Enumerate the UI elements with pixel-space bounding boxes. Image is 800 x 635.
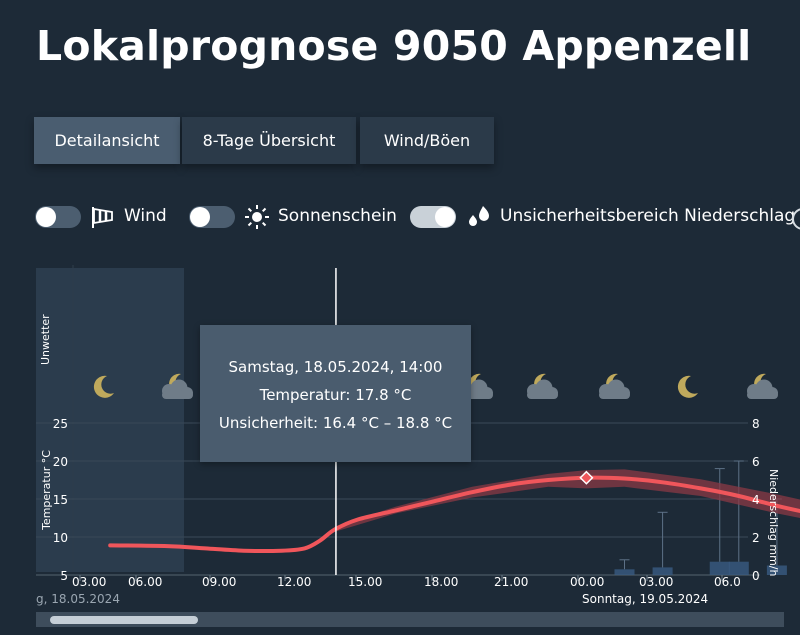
x-tick-label: 12.00 [277, 575, 311, 589]
date-label: g, 18.05.2024 [36, 592, 120, 606]
y2-tick-label: 4 [752, 493, 760, 507]
precip-bar [614, 569, 635, 575]
sun-icon [245, 205, 269, 229]
sunshine-toggle[interactable] [189, 206, 235, 228]
y-tick-label: 10 [53, 531, 68, 545]
temperature-line [108, 475, 800, 553]
chart-tooltip: Samstag, 18.05.2024, 14:00 Temperatur: 1… [200, 325, 471, 462]
moon-cloud-icon [527, 373, 558, 399]
unwetter-label: Unwetter [39, 314, 52, 365]
x-tick-label: 15.00 [348, 575, 382, 589]
precip-bar [728, 561, 749, 575]
wind-toggle[interactable] [35, 206, 81, 228]
x-tick-label: 00.00 [570, 575, 604, 589]
y2-tick-label: 0 [752, 569, 760, 583]
tab-wind-boeen[interactable]: Wind/Böen [360, 117, 494, 164]
raindrops-icon [469, 206, 489, 226]
y2-tick-label: 6 [752, 455, 760, 469]
y2-axis-title: Niederschlag mm/h [767, 469, 780, 576]
tab-detailansicht[interactable]: Detailansicht [34, 117, 180, 164]
moon-icon [677, 375, 698, 398]
precip-bar [652, 567, 673, 575]
x-tick-label: 09.00 [202, 575, 236, 589]
y2-tick-label: 2 [752, 531, 760, 545]
selected-point-marker [579, 470, 594, 485]
chart-options: Wind Sonnenschein Unsicherheitsbereich N… [0, 200, 800, 234]
toggle-knob [190, 207, 210, 227]
wind-toggle-label: Wind [124, 206, 167, 226]
uncertainty-toggle-label: Unsicherheitsbereich Niederschlag [500, 206, 796, 226]
moon-cloud-icon [747, 373, 778, 399]
sunshine-toggle-label: Sonnenschein [278, 206, 397, 226]
tooltip-uncertainty: Unsicherheit: 16.4 °C – 18.8 °C [218, 414, 453, 432]
page-title: Lokalprognose 9050 Appenzell [36, 22, 752, 70]
y-tick-label: 5 [60, 569, 68, 583]
moon-cloud-icon [599, 373, 630, 399]
x-tick-label: 06.0 [714, 575, 741, 589]
y2-tick-label: 8 [752, 417, 760, 431]
x-tick-label: 06.00 [128, 575, 162, 589]
forecast-chart[interactable]: Unwetter 5 10 15 20 25 0 2 4 6 8 Temperatur °C Niede… [0, 265, 800, 610]
precip-bar [766, 565, 787, 575]
y-tick-label: 20 [53, 455, 68, 469]
toggle-knob [435, 207, 455, 227]
x-tick-label: 18.00 [424, 575, 458, 589]
windsock-icon [92, 207, 113, 228]
past-period-band [36, 268, 184, 572]
x-tick-label: 03.00 [639, 575, 673, 589]
x-tick-label: 21.00 [494, 575, 528, 589]
scrollbar-thumb[interactable] [50, 616, 198, 624]
tooltip-temperature: Temperatur: 17.8 °C [259, 386, 412, 404]
chart-root: Unwetter 5 10 15 20 25 0 2 4 6 8 Temperatur °C Niede… [36, 265, 800, 606]
y-tick-label: 25 [53, 417, 68, 431]
tab-8-tage-uebersicht[interactable]: 8-Tage Übersicht [182, 117, 356, 164]
tooltip-date: Samstag, 18.05.2024, 14:00 [228, 358, 443, 376]
y-axis-title: Temperatur °C [40, 450, 53, 531]
y-tick-label: 15 [53, 493, 68, 507]
x-tick-label: 03.00 [72, 575, 106, 589]
chart-scrollbar[interactable] [36, 612, 784, 627]
toggle-knob [36, 207, 56, 227]
precip-bar [709, 561, 730, 575]
date-label: Sonntag, 19.05.2024 [582, 592, 708, 606]
uncertainty-precip-toggle[interactable] [410, 206, 456, 228]
